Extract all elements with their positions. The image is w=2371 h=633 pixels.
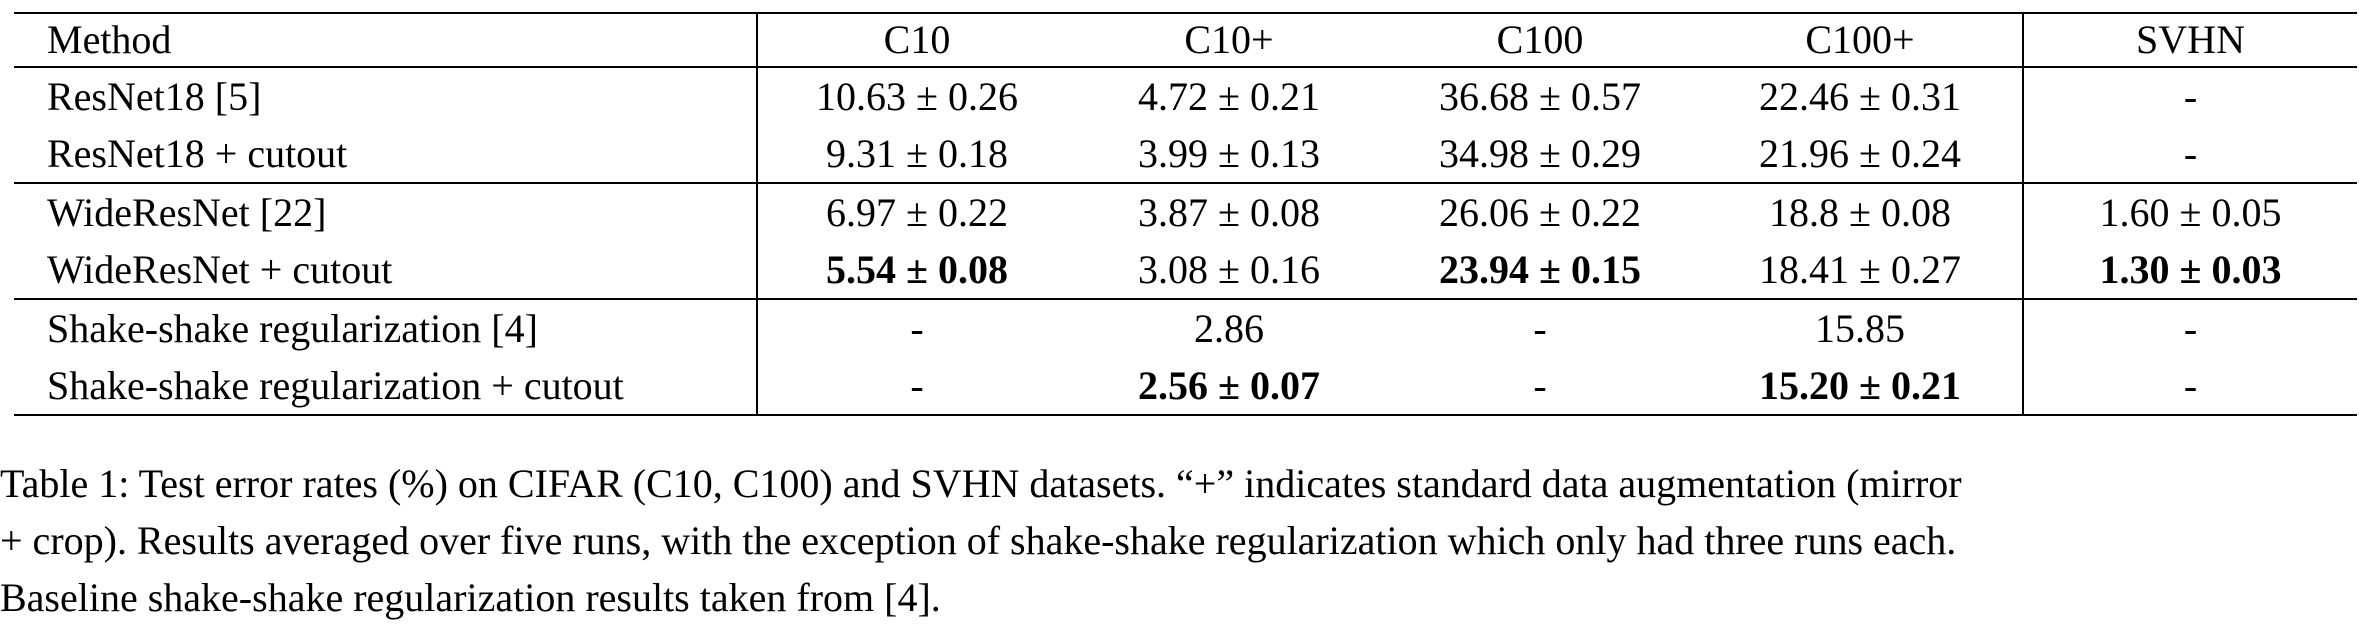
method-cell: Shake-shake regularization + cutout (14, 357, 758, 416)
c100-plus-cell: 15.85 (1698, 299, 2024, 357)
c10-cell: 5.54 ± 0.08 (757, 241, 1076, 300)
c100-plus-cell: 22.46 ± 0.31 (1698, 67, 2024, 125)
results-table: Method C10 C10+ C100 C100+ SVHN ResNet18… (14, 12, 2357, 416)
svhn-cell: - (2023, 357, 2357, 416)
results-table-container: Method C10 C10+ C100 C100+ SVHN ResNet18… (14, 12, 2357, 416)
table-header-row: Method C10 C10+ C100 C100+ SVHN (14, 12, 2357, 68)
c100-cell: - (1382, 357, 1698, 416)
c100-cell: 34.98 ± 0.29 (1382, 125, 1698, 184)
table-row: ResNet18 [5] 10.63 ± 0.26 4.72 ± 0.21 36.68… (14, 67, 2357, 125)
svhn-cell: - (2023, 125, 2357, 184)
table-caption: Table 1: Test error rates (%) on CIFAR (… (0, 455, 2371, 626)
header-svhn: SVHN (2023, 12, 2357, 68)
table-row: WideResNet + cutout 5.54 ± 0.08 3.08 ± 0.1… (14, 241, 2357, 300)
c10-cell: - (910, 305, 924, 351)
header-method: Method (14, 12, 758, 68)
c10-plus-cell: 2.56 ± 0.07 (1076, 357, 1382, 416)
c10-plus-cell: 4.72 ± 0.21 (1138, 73, 1320, 119)
caption-line: Table 1: Test error rates (%) on CIFAR (… (0, 461, 1962, 506)
c100-plus-cell: 21.96 ± 0.24 (1698, 125, 2024, 184)
method-cell: ResNet18 + cutout (14, 125, 758, 184)
method-cell: WideResNet [22] (14, 183, 758, 241)
svhn-cell: 1.30 ± 0.03 (2023, 241, 2357, 300)
c10-cell: - (757, 357, 1076, 416)
c100-cell: 36.68 ± 0.57 (1439, 73, 1641, 119)
c100-cell: - (1533, 305, 1547, 351)
method-cell: Shake-shake regularization [4] (14, 299, 758, 357)
table-row: WideResNet [22] 6.97 ± 0.22 3.87 ± 0.08 26.… (14, 183, 2357, 241)
header-c10: C10 (757, 12, 1076, 68)
c100-plus-cell: 18.41 ± 0.27 (1698, 241, 2024, 300)
table-row: Shake-shake regularization [4] - 2.86 - 15.8… (14, 299, 2357, 357)
c10-plus-cell: 3.08 ± 0.16 (1076, 241, 1382, 300)
header-c100-plus: C100+ (1698, 12, 2024, 68)
c10-plus-cell: 2.86 (1194, 305, 1264, 351)
method-cell: ResNet18 [5] (14, 67, 758, 125)
c100-cell: 26.06 ± 0.22 (1439, 189, 1641, 235)
c10-cell: 10.63 ± 0.26 (816, 73, 1018, 119)
svhn-cell: - (2183, 73, 2198, 119)
caption-line: Baseline shake-shake regularization resu… (0, 575, 941, 620)
c100-plus-cell: 18.8 ± 0.08 (1698, 183, 2024, 241)
c10-cell: 6.97 ± 0.22 (826, 189, 1008, 235)
header-c10-plus: C10+ (1076, 12, 1382, 68)
svhn-cell: - (2183, 305, 2198, 351)
c10-plus-cell: 3.99 ± 0.13 (1076, 125, 1382, 184)
caption-line: + crop). Results averaged over five runs… (0, 518, 1957, 563)
c100-cell: 23.94 ± 0.15 (1382, 241, 1698, 300)
c10-cell: 9.31 ± 0.18 (757, 125, 1076, 184)
table-row: ResNet18 + cutout 9.31 ± 0.18 3.99 ± 0.13 3… (14, 125, 2357, 184)
method-cell: WideResNet + cutout (14, 241, 758, 300)
header-c100: C100 (1382, 12, 1698, 68)
svhn-cell: 1.60 ± 0.05 (2099, 189, 2282, 235)
table-body: ResNet18 [5] 10.63 ± 0.26 4.72 ± 0.21 36.68… (14, 67, 2357, 416)
table-row: Shake-shake regularization + cutout -2.56… (14, 357, 2357, 416)
c100-plus-cell: 15.20 ± 0.21 (1698, 357, 2024, 416)
c10-plus-cell: 3.87 ± 0.08 (1138, 189, 1320, 235)
